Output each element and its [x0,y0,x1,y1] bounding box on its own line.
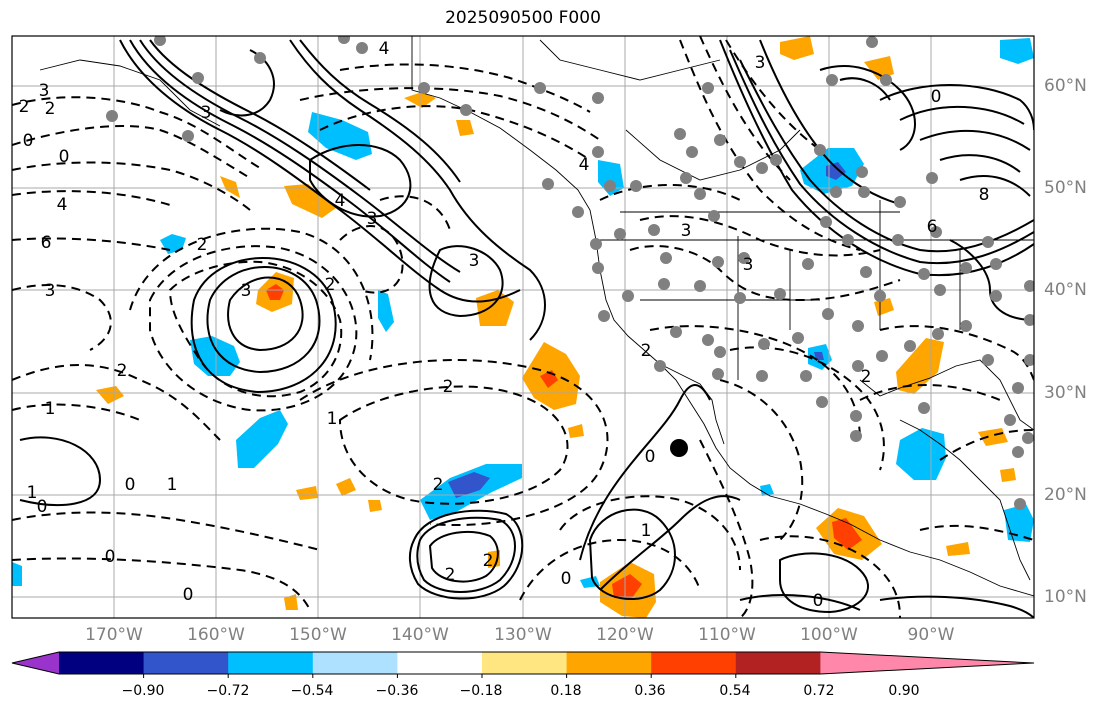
contour-label: 2 [19,97,30,117]
contour-label: 0 [645,447,656,467]
contour-label: 1 [641,521,652,541]
lat-label: 50°N [1044,178,1087,198]
contour-label: 1 [45,399,56,419]
lon-label: 130°W [494,625,552,645]
lat-label: 30°N [1044,383,1087,403]
lon-label: 100°W [800,625,858,645]
colorbar [11,651,1035,678]
colorbar-tick-label: 0.54 [719,683,751,699]
colorbar-tick-label: −0.54 [290,683,334,699]
lon-label: 160°W [187,625,245,645]
colorbar-tick-label: −0.18 [459,683,503,699]
contour-labels: 4 3 2 2 3 0 4 6 3 0 4 3 3 3 2 2 2 1 1 0 … [19,39,990,611]
lon-label: 120°W [596,625,654,645]
colorbar-segment [312,652,398,674]
contour-label: 8 [979,185,990,205]
colorbar-tick-label: −0.72 [206,683,250,699]
contour-label: 3 [755,53,766,73]
contour-label: 0 [183,585,194,605]
solid-contours [19,39,1034,618]
graticule [12,36,1034,618]
colorbar-tick-label: −0.36 [375,683,419,699]
contour-label: 3 [681,221,692,241]
contour-label: 2 [861,367,872,387]
contour-label: 2 [641,341,652,361]
contour-label: 3 [241,281,252,301]
contour-label: 2 [445,565,456,585]
lon-label: 150°W [289,625,347,645]
contour-label: 6 [927,217,938,237]
contour-label: 2 [443,377,454,397]
colorbar-segment [566,652,652,674]
contour-label: 1 [327,409,338,429]
colorbar-tick-label: 0.72 [803,683,835,699]
contour-label: 0 [561,569,572,589]
contour-label: 3 [367,209,378,229]
map-frame [11,35,1035,619]
colorbar-segment [59,652,145,674]
colorbar-tick-label: −0.90 [121,683,165,699]
station-dots [106,36,1034,510]
contour-label: 0 [931,87,942,107]
colorbar-tick-label: 0.90 [888,683,920,699]
contour-label: 2 [45,99,56,119]
colorbar-segment [397,652,483,674]
contour-label: 0 [125,475,136,495]
reference-point-marker [670,439,688,457]
contour-label: 4 [335,191,346,211]
colorbar-segment [735,652,821,674]
lat-label: 40°N [1044,280,1087,300]
colorbar-extend-high [820,652,1034,674]
contour-label: 0 [813,591,824,611]
colorbar-extend-low [12,652,59,674]
contour-label: 0 [23,131,34,151]
lat-label: 60°N [1044,76,1087,96]
colorbar-segment [651,652,737,674]
contour-label: 2 [197,235,208,255]
coastlines [39,36,1034,597]
contour-label: 3 [45,281,56,301]
contour-label: 6 [41,233,52,253]
contour-label: 1 [167,475,178,495]
colorbar-segment [143,652,229,674]
contour-label: 2 [433,475,444,495]
contour-label: 2 [117,361,128,381]
contour-label: 4 [379,39,390,59]
contour-label: 2 [325,275,336,295]
contour-label: 0 [37,497,48,517]
contour-label: 3 [743,255,754,275]
lat-label: 20°N [1044,485,1087,505]
lon-label: 170°W [85,625,143,645]
lon-label: 110°W [698,625,756,645]
lon-label: 140°W [391,625,449,645]
colorbar-segment [482,652,568,674]
colorbar-outline [11,651,1035,675]
dashed-contours [12,36,1034,618]
lon-label: 90°W [907,625,955,645]
lat-label: 10°N [1044,587,1087,607]
colorbar-segment [228,652,314,674]
contour-label: 4 [57,195,68,215]
contour-label: 0 [105,547,116,567]
contour-label: 3 [39,81,50,101]
contour-label: 4 [579,155,590,175]
contour-label: 3 [201,103,212,123]
contour-label: 3 [469,251,480,271]
colorbar-tick-label: 0.18 [550,683,582,699]
colorbar-tick-label: 0.36 [634,683,666,699]
contour-label: 1 [27,483,38,503]
contour-label: 0 [59,147,70,167]
contour-label: 2 [483,551,494,571]
map-title: 2025090500 F000 [445,8,601,28]
